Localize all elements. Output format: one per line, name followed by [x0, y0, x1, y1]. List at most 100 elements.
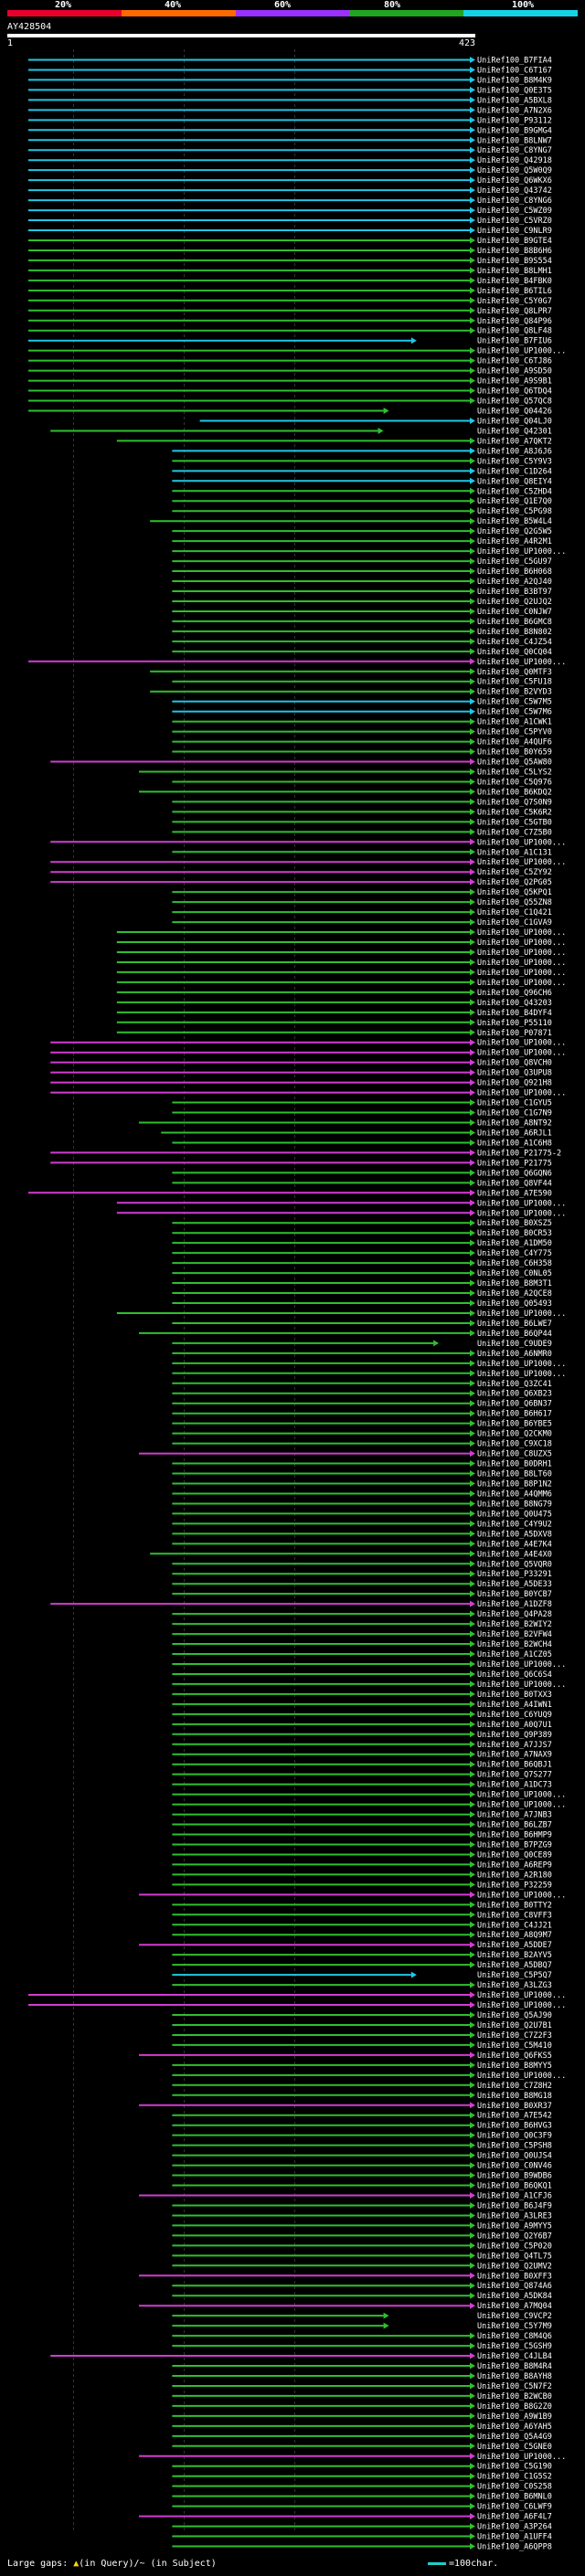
hit-row[interactable]: UniRef100_C5P020: [172, 2242, 552, 2251]
hit-label[interactable]: UniRef100_A6QPP8: [477, 2543, 552, 2552]
hit-row[interactable]: UniRef100_A6YAH5: [172, 2422, 552, 2432]
hit-row[interactable]: UniRef100_Q55ZN8: [172, 898, 552, 907]
hit-label[interactable]: UniRef100_B0DRH1: [477, 1460, 552, 1469]
hit-row[interactable]: UniRef100_B8MYY5: [172, 2062, 552, 2071]
hit-label[interactable]: UniRef100_B6J4F9: [477, 2201, 552, 2210]
hit-row[interactable]: UniRef100_Q7S0N9: [172, 798, 552, 807]
hit-label[interactable]: UniRef100_C9UDE9: [477, 1340, 552, 1349]
hit-row[interactable]: UniRef100_Q2G5W5: [172, 527, 552, 536]
hit-label[interactable]: UniRef100_B0XR37: [477, 2102, 552, 2111]
hit-label[interactable]: UniRef100_Q7S277: [477, 1771, 552, 1780]
hit-row[interactable]: UniRef100_A9MYY5: [172, 2221, 552, 2231]
hit-label[interactable]: UniRef100_C7Z2F3: [477, 2031, 552, 2041]
hit-row[interactable]: UniRef100_UP1000...: [172, 1801, 566, 1810]
hit-label[interactable]: UniRef100_C1G5S2: [477, 2473, 552, 2482]
hit-label[interactable]: UniRef100_A5DXV8: [477, 1530, 552, 1539]
hit-label[interactable]: UniRef100_Q874A6: [477, 2282, 552, 2291]
hit-label[interactable]: UniRef100_C6YUQ9: [477, 1711, 552, 1720]
hit-row[interactable]: UniRef100_C1GVA9: [172, 918, 552, 928]
hit-label[interactable]: UniRef100_B8B6H6: [477, 247, 552, 256]
hit-label[interactable]: UniRef100_A3LRE3: [477, 2211, 552, 2221]
hit-row[interactable]: UniRef100_C8VFF3: [172, 1911, 552, 1920]
hit-label[interactable]: UniRef100_UP1000...: [477, 547, 566, 557]
hit-row[interactable]: UniRef100_Q921H8: [50, 1079, 552, 1088]
hit-label[interactable]: UniRef100_C9XC18: [477, 1440, 552, 1449]
hit-label[interactable]: UniRef100_Q2Y6B7: [477, 2231, 552, 2241]
hit-row[interactable]: UniRef100_Q0U475: [172, 1510, 552, 1519]
hit-row[interactable]: UniRef100_UP1000...: [172, 2072, 566, 2081]
hit-label[interactable]: UniRef100_Q0MTF3: [477, 668, 552, 677]
hit-label[interactable]: UniRef100_C5GNE0: [477, 2443, 552, 2452]
hit-label[interactable]: UniRef100_B8LT60: [477, 1470, 552, 1479]
hit-row[interactable]: UniRef100_C0S258: [172, 2483, 552, 2492]
hit-label[interactable]: UniRef100_B8LMH1: [477, 267, 552, 276]
hit-row[interactable]: UniRef100_UP1000...: [139, 1891, 566, 1900]
hit-label[interactable]: UniRef100_A2QCE8: [477, 1289, 552, 1299]
hit-label[interactable]: UniRef100_A0Q7U1: [477, 1721, 552, 1730]
hit-label[interactable]: UniRef100_C5Y7M9: [477, 2322, 552, 2331]
hit-row[interactable]: UniRef100_B6LWE7: [172, 1320, 552, 1329]
hit-row[interactable]: UniRef100_Q5KPQ1: [172, 888, 552, 897]
hit-row[interactable]: UniRef100_Q43203: [116, 999, 552, 1008]
hit-row[interactable]: UniRef100_C4JZ54: [172, 638, 552, 647]
hit-row[interactable]: UniRef100_C5Y9V3: [172, 457, 552, 466]
hit-row[interactable]: UniRef100_P21775: [50, 1159, 552, 1168]
hit-label[interactable]: UniRef100_C4JLB4: [477, 2352, 552, 2361]
hit-row[interactable]: UniRef100_C5P5Q7: [172, 1971, 552, 1980]
hit-row[interactable]: UniRef100_Q8VF44: [172, 1179, 552, 1188]
hit-row[interactable]: UniRef100_C7Z2F3: [172, 2031, 552, 2041]
hit-row[interactable]: UniRef100_B6QKQ1: [172, 2182, 552, 2191]
hit-row[interactable]: UniRef100_Q0CE89: [172, 1850, 552, 1860]
hit-row[interactable]: UniRef100_C5LYS2: [139, 768, 552, 777]
hit-label[interactable]: UniRef100_C8YNG6: [477, 196, 552, 206]
hit-label[interactable]: UniRef100_C0NV46: [477, 2162, 552, 2171]
hit-row[interactable]: UniRef100_B4DYF4: [116, 1009, 552, 1018]
hit-label[interactable]: UniRef100_C9VCP2: [477, 2312, 552, 2321]
hit-row[interactable]: UniRef100_Q6BN37: [172, 1400, 552, 1409]
hit-row[interactable]: UniRef100_B8G2Z0: [172, 2402, 552, 2412]
hit-label[interactable]: UniRef100_C6LWF9: [477, 2503, 552, 2512]
hit-row[interactable]: UniRef100_C0NV46: [172, 2162, 552, 2171]
hit-row[interactable]: UniRef100_B6YBE5: [172, 1420, 552, 1429]
hit-label[interactable]: UniRef100_A7MQ04: [477, 2302, 552, 2311]
hit-row[interactable]: UniRef100_P33291: [172, 1570, 552, 1579]
hit-row[interactable]: UniRef100_Q5AW80: [50, 758, 552, 768]
hit-row[interactable]: UniRef100_Q0CQ04: [172, 648, 552, 657]
hit-label[interactable]: UniRef100_C5Y0G7: [477, 297, 552, 306]
hit-label[interactable]: UniRef100_C5ZY92: [477, 868, 552, 877]
hit-row[interactable]: UniRef100_C6TJ86: [27, 357, 552, 366]
hit-label[interactable]: UniRef100_UP1000...: [477, 1680, 566, 1690]
hit-row[interactable]: UniRef100_B0DRH1: [172, 1460, 552, 1469]
hit-label[interactable]: UniRef100_C5W7M5: [477, 698, 552, 707]
hit-row[interactable]: UniRef100_B0Y659: [172, 748, 552, 758]
hit-label[interactable]: UniRef100_C8UZX5: [477, 1450, 552, 1459]
hit-row[interactable]: UniRef100_C8M4Q6: [172, 2332, 552, 2341]
hit-row[interactable]: UniRef100_B6HVG3: [172, 2122, 552, 2131]
hit-label[interactable]: UniRef100_UP1000...: [477, 1660, 566, 1670]
hit-label[interactable]: UniRef100_A1CFJ6: [477, 2191, 552, 2200]
hit-label[interactable]: UniRef100_Q3UPU8: [477, 1069, 552, 1078]
hit-label[interactable]: UniRef100_Q5A4G9: [477, 2433, 552, 2442]
hit-label[interactable]: UniRef100_Q8EIY4: [477, 477, 552, 486]
hit-row[interactable]: UniRef100_C6LWF9: [172, 2503, 552, 2512]
hit-label[interactable]: UniRef100_UP1000...: [477, 979, 566, 988]
hit-label[interactable]: UniRef100_A6F4L7: [477, 2513, 552, 2522]
hit-row[interactable]: UniRef100_C5M410: [172, 2041, 552, 2051]
hit-label[interactable]: UniRef100_UP1000...: [477, 2453, 566, 2462]
hit-label[interactable]: UniRef100_Q5AJ90: [477, 2011, 552, 2020]
hit-row[interactable]: UniRef100_B2WCB0: [172, 2392, 552, 2401]
hit-row[interactable]: UniRef100_B3BT97: [172, 588, 552, 597]
hit-label[interactable]: UniRef100_Q0UJS4: [477, 2152, 552, 2161]
hit-row[interactable]: UniRef100_Q43742: [27, 186, 552, 196]
hit-row[interactable]: UniRef100_Q84P96: [27, 317, 552, 326]
hit-label[interactable]: UniRef100_Q8VCH0: [477, 1059, 552, 1068]
hit-label[interactable]: UniRef100_Q4TL75: [477, 2252, 552, 2261]
hit-label[interactable]: UniRef100_C5Y9V3: [477, 457, 552, 466]
hit-label[interactable]: UniRef100_C5P020: [477, 2242, 552, 2251]
hit-row[interactable]: UniRef100_A6RJL1: [161, 1129, 552, 1138]
hit-label[interactable]: UniRef100_B6QKQ1: [477, 2182, 552, 2191]
hit-label[interactable]: UniRef100_C1D264: [477, 467, 552, 476]
hit-row[interactable]: UniRef100_P32259: [172, 1881, 552, 1890]
hit-label[interactable]: UniRef100_B6LZB7: [477, 1821, 552, 1830]
hit-label[interactable]: UniRef100_B0XSZ5: [477, 1219, 552, 1228]
